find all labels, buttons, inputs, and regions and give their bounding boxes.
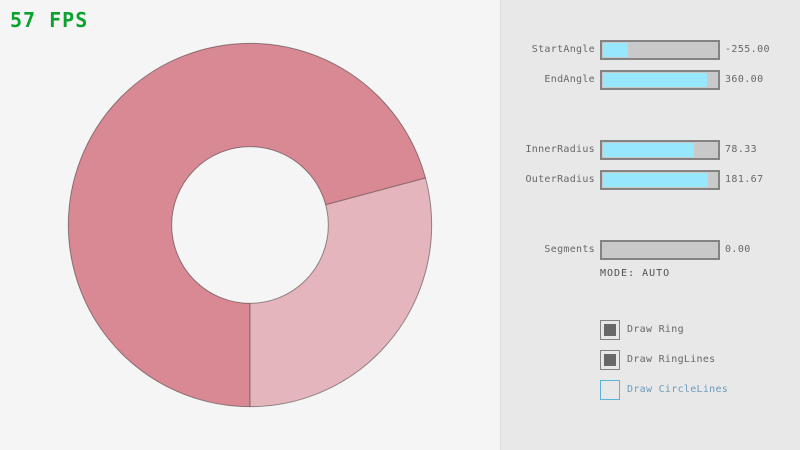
slider-label-outerradius: OuterRadius: [525, 174, 595, 185]
segments-mode-text: MODE: AUTO: [600, 268, 671, 279]
slider-value-startangle: -255.00: [725, 44, 770, 55]
slider-label-segments: Segments: [544, 244, 595, 255]
slider-row-innerradius: InnerRadius 78.33: [0, 140, 800, 160]
checkbox-label: Draw RingLines: [627, 354, 716, 365]
checkbox-box-icon[interactable]: [600, 320, 620, 340]
checkbox-box-icon[interactable]: [600, 350, 620, 370]
checkbox-label: Draw Ring: [627, 324, 684, 335]
checkmark-fill-icon: [604, 324, 616, 336]
slider-value-endangle: 360.00: [725, 74, 764, 85]
checkbox-draw-circlelines[interactable]: Draw CircleLines: [600, 380, 728, 400]
fps-counter: 57 FPS: [10, 8, 89, 32]
slider-row-endangle: EndAngle 360.00: [0, 70, 800, 90]
slider-label-endangle: EndAngle: [544, 74, 595, 85]
slider-label-startangle: StartAngle: [531, 44, 595, 55]
slider-innerradius[interactable]: [600, 140, 720, 160]
slider-label-innerradius: InnerRadius: [525, 144, 595, 155]
slider-value-innerradius: 78.33: [725, 144, 758, 155]
slider-segments[interactable]: [600, 240, 720, 260]
checkbox-box-icon[interactable]: [600, 380, 620, 400]
slider-fill-outerradius: [603, 173, 709, 187]
slider-row-outerradius: OuterRadius 181.67: [0, 170, 800, 190]
checkbox-draw-ring[interactable]: Draw Ring: [600, 320, 684, 340]
slider-outerradius[interactable]: [600, 170, 720, 190]
slider-value-outerradius: 181.67: [725, 174, 764, 185]
slider-fill-startangle: [603, 43, 629, 57]
slider-fill-innerradius: [603, 143, 694, 157]
slider-fill-endangle: [603, 73, 708, 87]
checkbox-label: Draw CircleLines: [627, 384, 729, 395]
checkmark-fill-icon: [604, 354, 616, 366]
slider-value-segments: 0.00: [725, 244, 751, 255]
slider-endangle[interactable]: [600, 70, 720, 90]
checkbox-draw-ringlines[interactable]: Draw RingLines: [600, 350, 716, 370]
slider-row-startangle: StartAngle -255.00: [0, 40, 800, 60]
slider-startangle[interactable]: [600, 40, 720, 60]
slider-row-segments: Segments 0.00: [0, 240, 800, 260]
